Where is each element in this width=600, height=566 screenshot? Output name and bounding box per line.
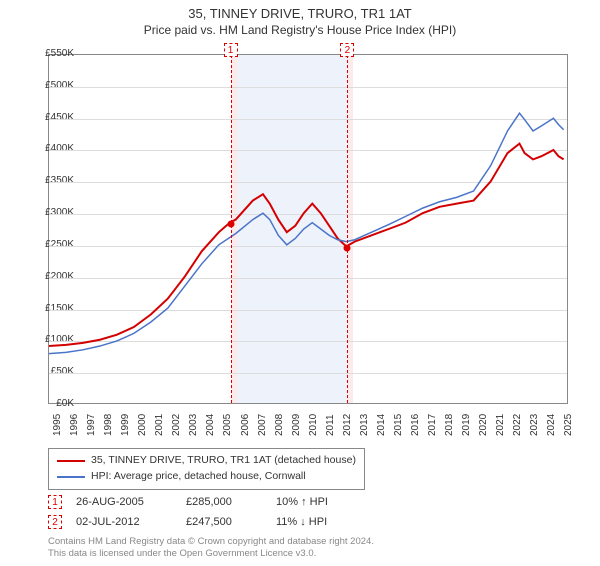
x-tick-label: 2013 — [359, 414, 370, 436]
x-tick-label: 1999 — [120, 414, 131, 436]
legend-row-property: 35, TINNEY DRIVE, TRURO, TR1 1AT (detach… — [57, 453, 356, 469]
sale-dot-1 — [227, 220, 234, 227]
sale-marker-box-2: 2 — [340, 43, 354, 57]
footnote: Contains HM Land Registry data © Crown c… — [48, 536, 374, 561]
x-tick-label: 2020 — [478, 414, 489, 436]
sale-dot-2 — [344, 244, 351, 251]
legend-label-hpi: HPI: Average price, detached house, Corn… — [91, 469, 306, 485]
x-tick-label: 2007 — [257, 414, 268, 436]
x-tick-label: 2018 — [444, 414, 455, 436]
sale-marker-2: 2 — [48, 515, 62, 529]
sale-marker-line-1 — [231, 55, 232, 403]
x-tick-label: 2001 — [154, 414, 165, 436]
sale-date-2: 02-JUL-2012 — [76, 516, 186, 528]
series-line-property — [49, 144, 564, 346]
x-tick-label: 2005 — [222, 414, 233, 436]
x-tick-label: 2021 — [495, 414, 506, 436]
x-tick-label: 2009 — [291, 414, 302, 436]
legend-swatch-property — [57, 460, 85, 462]
legend-row-hpi: HPI: Average price, detached house, Corn… — [57, 469, 356, 485]
sale-row-1: 1 26-AUG-2005 £285,000 10% ↑ HPI — [48, 494, 386, 510]
x-tick-label: 2023 — [529, 414, 540, 436]
sale-marker-box-1: 1 — [224, 43, 238, 57]
legend: 35, TINNEY DRIVE, TRURO, TR1 1AT (detach… — [48, 448, 365, 490]
legend-swatch-hpi — [57, 476, 85, 478]
sale-marker-1: 1 — [48, 495, 62, 509]
sale-delta-2: 11% ↓ HPI — [276, 516, 386, 528]
x-tick-label: 2015 — [393, 414, 404, 436]
x-tick-label: 2010 — [308, 414, 319, 436]
x-tick-label: 2004 — [205, 414, 216, 436]
x-tick-label: 2006 — [240, 414, 251, 436]
plot-area: 12 — [48, 54, 568, 404]
footnote-line-1: Contains HM Land Registry data © Crown c… — [48, 536, 374, 548]
chart-subtitle: Price paid vs. HM Land Registry's House … — [0, 23, 600, 37]
sales-table: 1 26-AUG-2005 £285,000 10% ↑ HPI 2 02-JU… — [48, 494, 386, 534]
x-tick-label: 2011 — [325, 414, 336, 436]
x-tick-label: 1995 — [52, 414, 63, 436]
x-tick-label: 2012 — [342, 414, 353, 436]
sale-row-2: 2 02-JUL-2012 £247,500 11% ↓ HPI — [48, 514, 386, 530]
x-tick-label: 2022 — [512, 414, 523, 436]
x-tick-label: 2002 — [171, 414, 182, 436]
x-tick-label: 2024 — [546, 414, 557, 436]
x-tick-label: 2016 — [410, 414, 421, 436]
chart-title: 35, TINNEY DRIVE, TRURO, TR1 1AT — [0, 6, 600, 21]
x-tick-label: 2008 — [274, 414, 285, 436]
footnote-line-2: This data is licensed under the Open Gov… — [48, 548, 374, 560]
sale-marker-line-2 — [347, 55, 348, 403]
x-tick-label: 2014 — [376, 414, 387, 436]
series-line-hpi — [49, 113, 564, 354]
sale-price-2: £247,500 — [186, 516, 276, 528]
x-tick-label: 2025 — [563, 414, 574, 436]
x-tick-label: 1996 — [69, 414, 80, 436]
sale-delta-1: 10% ↑ HPI — [276, 496, 386, 508]
x-tick-label: 1998 — [103, 414, 114, 436]
sale-price-1: £285,000 — [186, 496, 276, 508]
sale-date-1: 26-AUG-2005 — [76, 496, 186, 508]
x-tick-label: 1997 — [86, 414, 97, 436]
x-tick-label: 2017 — [427, 414, 438, 436]
x-tick-label: 2000 — [137, 414, 148, 436]
x-tick-label: 2019 — [461, 414, 472, 436]
chart-lines — [49, 55, 567, 403]
legend-label-property: 35, TINNEY DRIVE, TRURO, TR1 1AT (detach… — [91, 453, 356, 469]
x-tick-label: 2003 — [188, 414, 199, 436]
